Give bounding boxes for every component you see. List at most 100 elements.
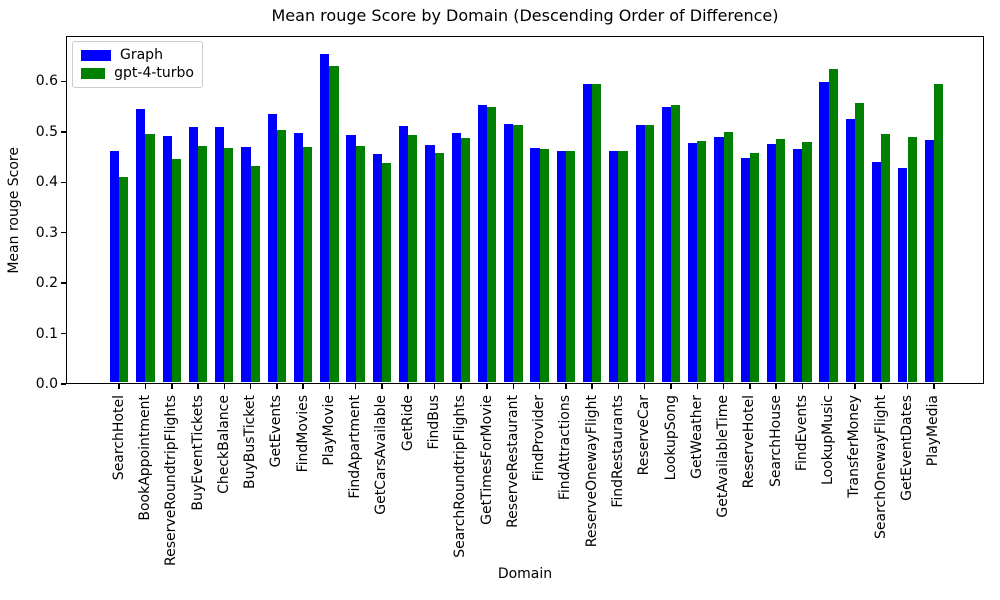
x-tick-mark	[512, 384, 515, 389]
bar-graph	[766, 144, 777, 383]
x-tick-label: PlayMedia	[925, 394, 942, 466]
x-tick-mark	[354, 384, 357, 389]
bar-graph	[215, 126, 225, 383]
x-tick-mark	[591, 384, 593, 389]
legend: Graph gpt-4-turbo	[72, 41, 203, 88]
y-tick-label: 0.1	[35, 325, 58, 342]
bar-graph	[110, 151, 120, 383]
x-tick-mark	[381, 384, 383, 389]
x-tick-mark	[460, 384, 462, 389]
bar-graph	[714, 136, 724, 383]
x-tick-label: GetWeather	[688, 394, 705, 479]
x-tick-mark	[617, 384, 620, 389]
x-tick-label: GetEvents	[268, 394, 285, 467]
x-tick-mark	[223, 384, 226, 389]
x-tick-mark	[144, 384, 147, 389]
x-tick-label: BookAppointment	[136, 394, 153, 521]
x-tick-mark	[775, 384, 777, 389]
x-tick-mark	[302, 384, 304, 389]
y-tick-mark	[61, 181, 66, 183]
bar-graph	[872, 162, 882, 383]
bar-gpt-4-turbo	[749, 152, 760, 383]
bar-gpt-4-turbo	[487, 106, 497, 383]
x-tick-mark	[328, 384, 331, 389]
x-tick-label: SearchOnewayFlight	[872, 394, 889, 539]
bar-graph	[582, 84, 593, 383]
bar-gpt-4-turbo	[250, 166, 260, 383]
bar-graph	[793, 149, 803, 383]
bar-gpt-4-turbo	[224, 147, 234, 383]
x-tick-label: SearchHotel	[110, 394, 127, 480]
x-tick-mark	[696, 384, 699, 389]
y-tick-mark	[61, 131, 66, 133]
x-tick-label: FindApartment	[347, 394, 364, 499]
legend-label-gpt-4-turbo: gpt-4-turbo	[114, 65, 194, 82]
bar-gpt-4-turbo	[618, 150, 628, 383]
y-tick-label: 0.5	[35, 123, 58, 140]
bar-graph	[477, 105, 488, 383]
x-tick-label: ReserveHotel	[741, 394, 758, 488]
bar-graph	[372, 153, 382, 383]
legend-swatch-graph	[81, 49, 111, 61]
y-tick-label: 0.3	[35, 224, 58, 241]
bar-gpt-4-turbo	[933, 83, 943, 383]
bar-gpt-4-turbo	[828, 68, 838, 383]
x-tick-label: SearchRoundtripFlights	[452, 394, 469, 558]
x-tick-mark	[801, 384, 804, 389]
bar-gpt-4-turbo	[671, 105, 681, 383]
x-tick-mark	[880, 384, 882, 389]
x-tick-mark	[722, 384, 725, 389]
x-tick-label: ReserveOnewayFlight	[583, 394, 600, 547]
legend-item-graph: Graph	[81, 47, 194, 64]
y-axis-label-text: Mean rouge Score	[6, 146, 22, 274]
bar-gpt-4-turbo	[565, 151, 576, 383]
bar-graph	[346, 135, 356, 383]
bar-graph	[898, 167, 908, 383]
bar-graph	[293, 132, 304, 383]
x-tick-label: LookupSong	[662, 394, 679, 480]
bar-gpt-4-turbo	[198, 145, 208, 383]
x-axis-label: Domain	[497, 566, 553, 582]
bar-gpt-4-turbo	[460, 137, 470, 383]
x-tick-label: GetAvailableTime	[715, 394, 732, 518]
legend-label-graph: Graph	[120, 46, 163, 63]
chart-title: Mean rouge Score by Domain (Descending O…	[271, 6, 779, 25]
bar-graph	[504, 123, 514, 383]
bar-gpt-4-turbo	[513, 124, 523, 383]
x-tick-label: SearchHouse	[767, 394, 784, 487]
x-tick-label: GetRide	[399, 394, 416, 451]
x-tick-label: GetCarsAvailable	[373, 394, 390, 515]
bar-graph	[609, 150, 619, 383]
x-tick-mark	[906, 384, 909, 389]
y-tick-label: 0.0	[35, 376, 58, 392]
bar-gpt-4-turbo	[539, 149, 549, 383]
bar-graph	[320, 53, 330, 383]
x-tick-mark	[538, 384, 541, 389]
x-tick-mark	[433, 384, 436, 389]
legend-item-gpt-4-turbo: gpt-4-turbo	[81, 65, 194, 82]
x-tick-label: GetEventDates	[899, 394, 915, 501]
x-tick-label: BuyEventTickets	[189, 394, 206, 511]
x-tick-mark	[171, 384, 173, 389]
y-tick-label: 0.2	[35, 275, 58, 292]
y-tick-label: 0.4	[35, 174, 58, 191]
bar-graph	[635, 125, 645, 383]
bar-graph	[819, 82, 829, 383]
bar-graph	[556, 151, 566, 383]
x-tick-mark	[749, 384, 751, 389]
x-tick-label: FindBus	[426, 394, 443, 449]
x-tick-mark	[670, 384, 672, 389]
x-tick-mark	[486, 384, 488, 389]
bar-graph	[845, 118, 855, 383]
bar-gpt-4-turbo	[881, 133, 891, 383]
legend-swatch-gpt-4-turbo	[81, 68, 106, 80]
bar-graph	[924, 140, 934, 383]
x-tick-label: ReserveRestaurant	[504, 394, 521, 528]
bar-graph	[661, 107, 671, 383]
x-tick-label: FindMovies	[294, 394, 311, 472]
y-tick-mark	[61, 80, 66, 83]
bar-graph	[162, 136, 172, 383]
bar-graph	[241, 147, 251, 383]
bar-gpt-4-turbo	[381, 162, 392, 383]
